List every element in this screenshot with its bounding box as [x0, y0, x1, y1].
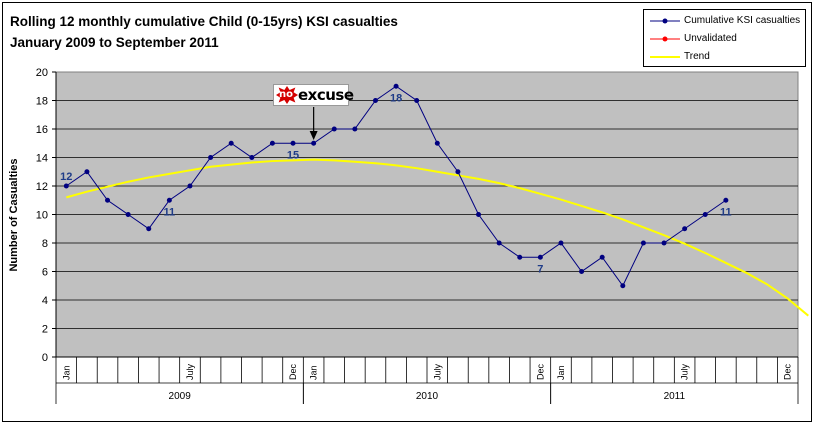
y-tick-label: 20	[36, 67, 48, 79]
data-point	[537, 254, 543, 260]
data-point	[249, 155, 255, 160]
y-tick-label: 10	[36, 210, 48, 222]
data-point	[558, 240, 564, 246]
chart-title-line2: January 2009 to September 2011	[10, 35, 219, 50]
data-point	[290, 140, 296, 146]
data-point	[63, 183, 69, 189]
legend-label-cumulative: Cumulative KSI casualties	[684, 15, 801, 26]
data-point	[640, 240, 646, 246]
chart-legend: Cumulative KSI casualties Unvalidated Tr…	[643, 9, 806, 67]
year-label: 2009	[169, 391, 192, 402]
data-point	[146, 226, 152, 232]
data-point	[84, 169, 90, 175]
burst-icon	[276, 86, 298, 104]
month-tick-label: Dec	[535, 363, 545, 380]
data-point	[331, 126, 337, 132]
y-tick-label: 4	[42, 295, 48, 307]
month-tick-label: July	[680, 363, 690, 380]
data-point	[434, 140, 440, 146]
trend-line	[66, 158, 809, 317]
data-label: 11	[164, 206, 176, 218]
logo-no-text: no	[279, 89, 293, 100]
data-point	[599, 254, 605, 260]
data-point	[682, 226, 688, 232]
data-point	[393, 83, 399, 89]
legend-item-trend: Trend	[644, 50, 805, 64]
y-tick-label: 6	[42, 267, 48, 279]
month-tick-label: Dec	[783, 363, 793, 380]
legend-marker-trend	[650, 56, 680, 58]
data-label: 7	[537, 263, 543, 275]
data-point	[661, 240, 667, 246]
y-tick-label: 16	[36, 124, 48, 136]
data-point	[723, 197, 729, 203]
y-tick-label: 12	[36, 181, 48, 193]
y-tick-label: 8	[42, 238, 48, 250]
data-point	[311, 140, 317, 146]
data-point	[414, 98, 420, 103]
year-label: 2010	[416, 391, 439, 402]
data-point	[476, 212, 482, 217]
data-point	[372, 98, 378, 103]
y-tick-label: 18	[36, 96, 48, 108]
month-tick-label: Jan	[556, 365, 566, 380]
data-label: 18	[390, 92, 402, 104]
y-tick-label: 2	[42, 324, 48, 336]
data-point	[352, 126, 358, 132]
month-tick-label: Jan	[61, 365, 71, 380]
data-point	[496, 240, 502, 246]
legend-item-cumulative: Cumulative KSI casualties	[644, 14, 805, 28]
month-tick-label: Jan	[309, 365, 319, 380]
data-point	[702, 212, 708, 217]
chart-frame	[2, 2, 812, 422]
legend-label-unvalidated: Unvalidated	[684, 33, 737, 44]
month-tick-label: Dec	[288, 363, 298, 380]
logo-arrow-head	[309, 131, 318, 140]
data-label: 15	[287, 149, 299, 161]
data-point	[517, 254, 523, 260]
data-point	[187, 183, 193, 189]
legend-marker-cumulative	[650, 18, 680, 24]
data-point	[105, 197, 111, 203]
data-point	[125, 212, 131, 217]
legend-label-trend: Trend	[684, 51, 710, 62]
year-label: 2011	[664, 391, 686, 402]
data-point	[579, 269, 585, 274]
data-point	[269, 140, 275, 146]
data-label: 12	[60, 171, 72, 183]
y-tick-label: 14	[36, 153, 48, 165]
data-point	[455, 169, 461, 175]
chart-title-line1: Rolling 12 monthly cumulative Child (0-1…	[10, 14, 398, 29]
y-tick-label: 0	[42, 352, 48, 364]
data-point	[208, 155, 214, 160]
data-point	[620, 283, 626, 289]
no-excuse-logo: no excuse	[273, 84, 354, 106]
logo-excuse-text: excuse	[298, 86, 354, 104]
legend-item-unvalidated: Unvalidated	[644, 32, 805, 46]
month-tick-label: July	[185, 363, 195, 380]
month-tick-label: July	[432, 363, 442, 380]
data-label: 11	[720, 206, 732, 218]
data-point	[228, 140, 234, 146]
data-point	[166, 197, 172, 203]
y-axis-label: Number of Casualties	[8, 158, 20, 271]
legend-marker-unvalidated	[650, 36, 680, 42]
